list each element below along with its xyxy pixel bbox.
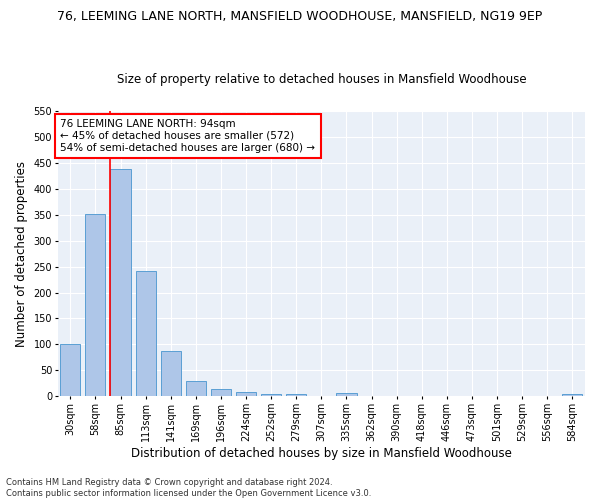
Bar	[136, 271, 155, 396]
X-axis label: Distribution of detached houses by size in Mansfield Woodhouse: Distribution of detached houses by size …	[131, 447, 512, 460]
Text: 76 LEEMING LANE NORTH: 94sqm
← 45% of detached houses are smaller (572)
54% of s: 76 LEEMING LANE NORTH: 94sqm ← 45% of de…	[61, 120, 316, 152]
Text: 76, LEEMING LANE NORTH, MANSFIELD WOODHOUSE, MANSFIELD, NG19 9EP: 76, LEEMING LANE NORTH, MANSFIELD WOODHO…	[58, 10, 542, 23]
Y-axis label: Number of detached properties: Number of detached properties	[15, 160, 28, 346]
Bar	[110, 169, 131, 396]
Bar	[85, 214, 106, 396]
Bar	[236, 392, 256, 396]
Bar	[60, 344, 80, 397]
Text: Contains HM Land Registry data © Crown copyright and database right 2024.
Contai: Contains HM Land Registry data © Crown c…	[6, 478, 371, 498]
Title: Size of property relative to detached houses in Mansfield Woodhouse: Size of property relative to detached ho…	[116, 73, 526, 86]
Bar	[186, 382, 206, 396]
Bar	[337, 394, 356, 396]
Bar	[286, 394, 307, 396]
Bar	[161, 350, 181, 397]
Bar	[562, 394, 583, 396]
Bar	[211, 389, 231, 396]
Bar	[261, 394, 281, 396]
